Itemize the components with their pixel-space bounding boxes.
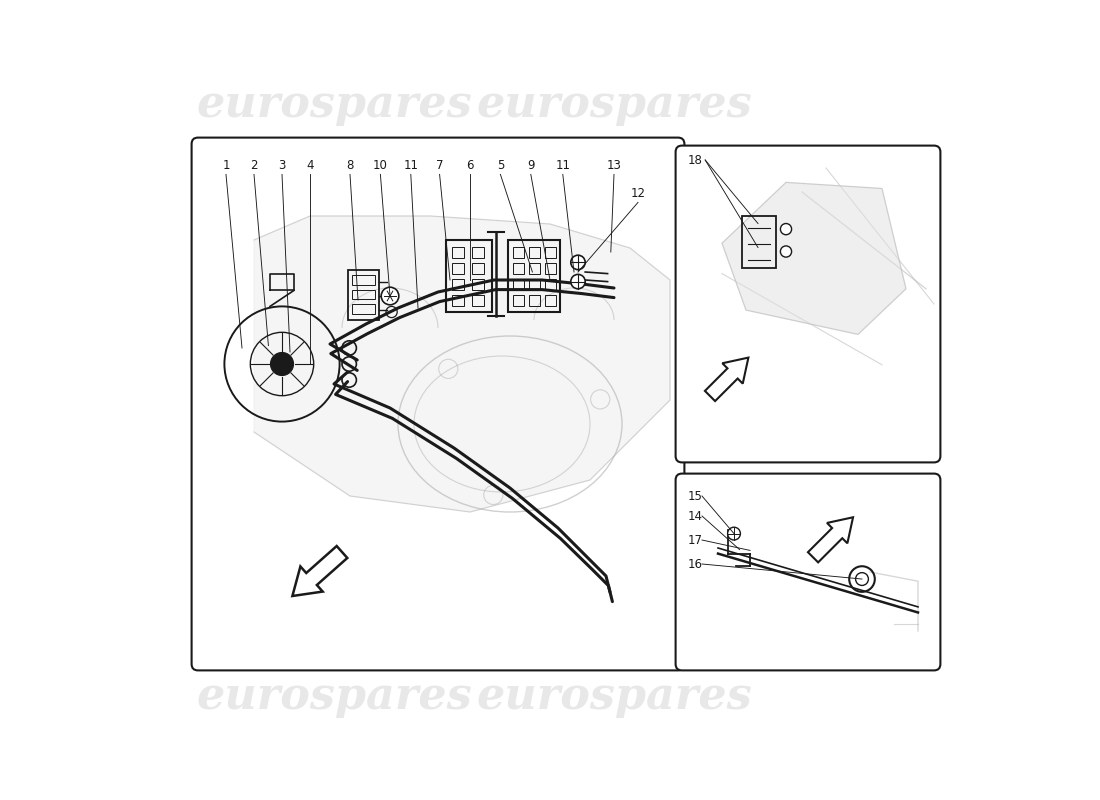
Text: eurospares: eurospares xyxy=(196,674,472,718)
Polygon shape xyxy=(254,216,670,512)
Bar xyxy=(352,290,375,299)
Bar xyxy=(529,295,540,306)
Circle shape xyxy=(382,287,399,305)
Bar xyxy=(529,263,540,274)
Circle shape xyxy=(780,246,792,257)
FancyBboxPatch shape xyxy=(191,138,684,670)
Bar xyxy=(546,247,556,258)
Text: eurospares: eurospares xyxy=(196,82,472,126)
Text: 14: 14 xyxy=(688,510,703,522)
Bar xyxy=(472,295,484,306)
Bar xyxy=(446,240,493,312)
Text: 18: 18 xyxy=(688,154,703,166)
Text: 17: 17 xyxy=(688,534,703,546)
Circle shape xyxy=(780,223,792,234)
Bar xyxy=(472,279,484,290)
Bar xyxy=(514,263,524,274)
Text: 1: 1 xyxy=(222,159,230,172)
Text: 6: 6 xyxy=(466,159,474,172)
Text: eurospares: eurospares xyxy=(476,82,752,126)
FancyArrow shape xyxy=(705,358,748,401)
Circle shape xyxy=(271,353,294,375)
Text: 8: 8 xyxy=(346,159,354,172)
FancyBboxPatch shape xyxy=(675,146,940,462)
Bar xyxy=(472,263,484,274)
Text: 5: 5 xyxy=(497,159,504,172)
Text: 13: 13 xyxy=(606,159,621,172)
Bar xyxy=(546,263,556,274)
Bar xyxy=(472,247,484,258)
Circle shape xyxy=(571,274,585,289)
Bar xyxy=(529,279,540,290)
Bar xyxy=(452,247,464,258)
Bar xyxy=(452,295,464,306)
Polygon shape xyxy=(722,182,906,334)
Bar xyxy=(514,279,524,290)
FancyArrow shape xyxy=(807,518,852,562)
Text: 2: 2 xyxy=(251,159,257,172)
Bar xyxy=(546,295,556,306)
Bar xyxy=(352,304,375,314)
Bar xyxy=(452,279,464,290)
Circle shape xyxy=(727,527,740,540)
Text: 4: 4 xyxy=(306,159,313,172)
Text: 12: 12 xyxy=(630,187,646,200)
Bar xyxy=(452,263,464,274)
Bar xyxy=(352,275,375,285)
Circle shape xyxy=(571,255,585,270)
Bar xyxy=(514,295,524,306)
Text: 15: 15 xyxy=(688,490,703,502)
Bar xyxy=(349,270,378,320)
Bar xyxy=(546,279,556,290)
Text: 16: 16 xyxy=(688,558,703,570)
Text: eurospares: eurospares xyxy=(196,298,472,342)
FancyBboxPatch shape xyxy=(675,474,940,670)
Bar xyxy=(514,247,524,258)
Text: 9: 9 xyxy=(527,159,535,172)
Text: 3: 3 xyxy=(278,159,286,172)
Text: 11: 11 xyxy=(404,159,418,172)
Bar xyxy=(742,215,775,267)
Text: eurospares: eurospares xyxy=(476,298,752,342)
FancyArrow shape xyxy=(293,546,348,596)
Text: 10: 10 xyxy=(373,159,388,172)
Text: eurospares: eurospares xyxy=(476,674,752,718)
Bar xyxy=(508,240,560,312)
Bar xyxy=(529,247,540,258)
Text: 7: 7 xyxy=(436,159,443,172)
Text: 11: 11 xyxy=(556,159,570,172)
